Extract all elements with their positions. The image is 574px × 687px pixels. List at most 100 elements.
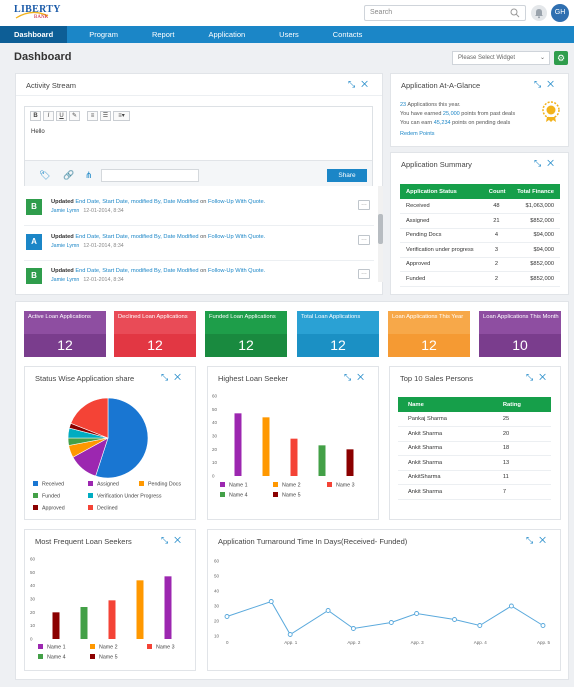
table-row[interactable]: Ankit Sharma 13 xyxy=(398,455,551,471)
editor-footer: 🏷 🔗 ⋔ Share xyxy=(25,160,372,186)
comment-icon[interactable]: … xyxy=(358,200,370,210)
bold-button[interactable]: B xyxy=(30,111,41,121)
close-icon[interactable]: ✕ xyxy=(357,372,370,382)
nav-users[interactable]: Users xyxy=(279,30,299,39)
notification-bell-icon[interactable] xyxy=(531,5,547,21)
ordered-list-button[interactable]: ≡ xyxy=(87,111,98,121)
expand-icon[interactable]: ⤡ xyxy=(343,372,358,382)
table-row[interactable]: Pending Docs 4 $94,000 xyxy=(400,228,560,243)
activity-meta: Jamie Lymn 12-01-2014, 8:34 xyxy=(51,243,124,249)
table-row[interactable]: Verification under progress 3 $94,000 xyxy=(400,242,560,258)
stat-total-loans[interactable]: Total Loan Applications 12 xyxy=(297,311,379,357)
legend-item: Name 2 xyxy=(273,482,301,489)
nav-report[interactable]: Report xyxy=(151,30,175,39)
user-avatar[interactable]: GH xyxy=(551,4,569,22)
legend-item: Name 4 xyxy=(38,654,66,661)
y-tick-label: 50 xyxy=(212,407,218,412)
table-row[interactable]: Funded 2 $852,000 xyxy=(400,271,560,287)
table-row[interactable]: Approved 2 $852,000 xyxy=(400,257,560,272)
y-tick-label: 10 xyxy=(212,460,218,465)
bar xyxy=(164,576,172,639)
table-row[interactable]: Ankit Sharma 20 xyxy=(398,426,551,442)
close-icon[interactable]: ✕ xyxy=(547,79,560,89)
y-tick-label: 50 xyxy=(214,574,220,579)
bullet-list-button[interactable]: ☰ xyxy=(100,111,111,121)
nav-program[interactable]: Program xyxy=(89,30,118,39)
mention-input[interactable] xyxy=(101,169,199,182)
glance-title: Application At-A-Glance xyxy=(401,81,481,90)
y-tick-label: 20 xyxy=(212,447,218,452)
comment-icon[interactable]: … xyxy=(358,269,370,279)
x-tick-label: App. 5 xyxy=(537,640,551,645)
table-row[interactable]: Received 48 $1,063,000 xyxy=(400,199,560,214)
x-tick-label: App. 4 xyxy=(474,640,488,645)
close-icon[interactable]: ✕ xyxy=(539,535,552,545)
align-dropdown-button[interactable]: ≡▾ xyxy=(113,111,130,121)
nav-application[interactable]: Application xyxy=(208,30,246,39)
bar xyxy=(136,580,144,639)
table-row[interactable]: Ankit Sharma 18 xyxy=(398,441,551,456)
data-point xyxy=(268,599,274,604)
scrollbar-thumb[interactable] xyxy=(378,214,383,244)
table-row[interactable]: Pankaj Sharma 25 xyxy=(398,412,551,427)
table-row[interactable]: Assigned 21 $852,000 xyxy=(400,213,560,229)
activity-scrollbar[interactable] xyxy=(378,186,383,282)
settings-gear-button[interactable]: ⚙ xyxy=(554,51,568,65)
highest-loan-bar-chart: 0 10 20 30 40 50 60 xyxy=(212,394,354,479)
link-icon[interactable]: 🔗 xyxy=(63,170,75,180)
activity-badge: B xyxy=(26,268,42,284)
legend-item: Name 4 xyxy=(220,492,248,499)
turnaround-line-chart: 10 20 30 40 50 60 0 App. 1 App. 2 App. 3 App. 4 App… xyxy=(214,559,551,646)
y-tick-label: 10 xyxy=(30,623,36,628)
expand-icon[interactable]: ⤡ xyxy=(533,158,548,168)
table-row[interactable]: Ankit Sharma 7 xyxy=(398,484,551,500)
close-icon[interactable]: ✕ xyxy=(361,79,374,89)
editor-toolbar: B I U ✎ ≡ ☰ ≡▾ xyxy=(30,111,130,121)
share-node-icon[interactable]: ⋔ xyxy=(85,170,93,180)
expand-icon[interactable]: ⤡ xyxy=(533,79,548,89)
stat-funded-loans[interactable]: Funded Loan Applications 12 xyxy=(205,311,287,357)
activity-user[interactable]: Jamie Lymn xyxy=(51,243,80,249)
editor-text[interactable]: Hello xyxy=(31,129,45,135)
redeem-points-link[interactable]: Redem Points xyxy=(400,131,435,137)
expand-icon[interactable]: ⤡ xyxy=(525,535,540,545)
expand-icon[interactable]: ⤡ xyxy=(347,79,362,89)
nav-dashboard[interactable]: Dashboard xyxy=(0,26,68,43)
close-icon[interactable]: ✕ xyxy=(174,535,187,545)
widget-select[interactable]: Please Select Widget ⌄ xyxy=(452,51,550,65)
expand-icon[interactable]: ⤡ xyxy=(160,535,175,545)
stat-loans-this-year[interactable]: Loan Applications This Year 12 xyxy=(388,311,470,357)
frequent-loan-bar-chart: 0 10 20 30 40 50 60 xyxy=(30,557,172,642)
tag-icon[interactable]: 🏷 xyxy=(39,170,51,180)
stat-active-loans[interactable]: Active Loan Applications 12 xyxy=(24,311,106,357)
expand-icon[interactable]: ⤡ xyxy=(160,372,175,382)
glance-line-2: You have earned 25,000 points from past … xyxy=(400,111,516,117)
search-input[interactable]: Search xyxy=(364,5,526,21)
activity-editor[interactable]: B I U ✎ ≡ ☰ ≡▾ Hello 🏷 🔗 ⋔ Share xyxy=(24,106,373,186)
stat-declined-loans[interactable]: Declined Loan Applications 12 xyxy=(114,311,196,357)
activity-user[interactable]: Jamie Lymn xyxy=(51,208,80,214)
table-header-row: Name Rating xyxy=(398,397,551,412)
activity-user[interactable]: Jamie Lymn xyxy=(51,277,80,283)
search-icon[interactable] xyxy=(510,8,520,18)
underline-button[interactable]: U xyxy=(56,111,67,121)
activity-item: B Updated End Date, Start Date, modified… xyxy=(24,193,374,223)
bar xyxy=(262,417,270,476)
italic-button[interactable]: I xyxy=(43,111,54,121)
legend-item: Declined xyxy=(88,505,118,512)
nav-contacts[interactable]: Contacts xyxy=(332,30,363,39)
comment-icon[interactable]: … xyxy=(358,235,370,245)
close-icon[interactable]: ✕ xyxy=(547,158,560,168)
top10-title: Top 10 Sales Persons xyxy=(400,374,473,383)
glance-card: Application At-A-Glance ⤡✕ xyxy=(390,73,569,147)
highest-title: Highest Loan Seeker xyxy=(218,374,289,383)
expand-icon[interactable]: ⤡ xyxy=(525,372,540,382)
eraser-button[interactable]: ✎ xyxy=(69,111,80,121)
liberty-bank-logo[interactable]: LIBERTY BANK xyxy=(14,4,66,24)
close-icon[interactable]: ✕ xyxy=(174,372,187,382)
table-row[interactable]: AnkitSharma 11 xyxy=(398,470,551,485)
share-button[interactable]: Share xyxy=(327,169,367,182)
close-icon[interactable]: ✕ xyxy=(539,372,552,382)
stat-loans-this-month[interactable]: Loan Applications This Month 10 xyxy=(479,311,561,357)
legend-item: Funded xyxy=(33,493,60,500)
